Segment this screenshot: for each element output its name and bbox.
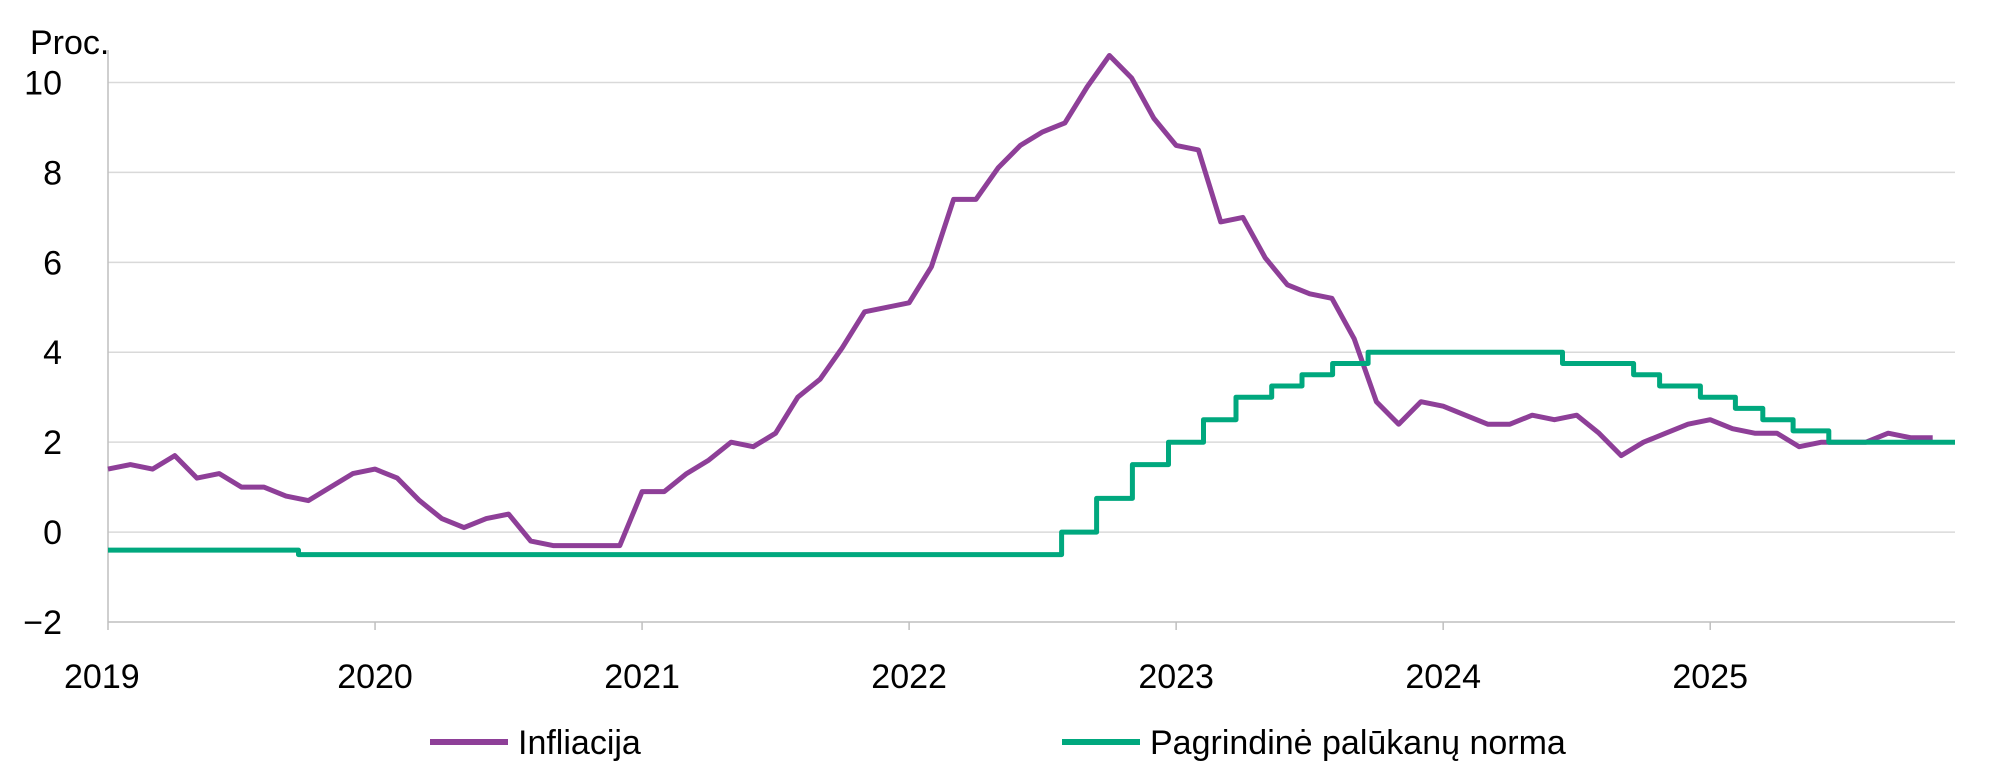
y-axis-label: Proc. [30,24,109,62]
x-tick-label: 2024 [1405,658,1481,696]
y-tick-label: 2 [43,424,62,462]
gridlines [108,81,1955,533]
legend: Infliacija Pagrindinė palūkanų norma [430,724,1566,762]
x-tick-label: 2019 [64,658,140,696]
x-tick-label: 2023 [1138,658,1214,696]
x-tick-label: 2020 [337,658,413,696]
y-tick-label: −2 [23,604,62,642]
y-tick-label: 4 [43,334,62,372]
y-axis-ticks: −2 0 2 4 6 8 10 [23,64,62,642]
y-tick-label: 8 [43,154,62,192]
legend-label: Pagrindinė palūkanų norma [1150,724,1566,762]
y-tick-label: 0 [43,514,62,552]
x-axis-ticks: 2019 2020 2021 2022 2023 2024 2025 [64,622,1748,696]
series-line-infliacija [107,53,1933,549]
series-lines [107,53,1955,558]
y-tick-label: 10 [24,64,62,102]
x-tick-label: 2021 [604,658,680,696]
x-tick-label: 2025 [1672,658,1748,696]
legend-label: Infliacija [518,724,641,762]
y-tick-label: 6 [43,244,62,282]
x-tick-label: 2022 [871,658,947,696]
series-line-pagrindine-palukanu-norma [108,349,1955,558]
axes [107,50,1955,623]
